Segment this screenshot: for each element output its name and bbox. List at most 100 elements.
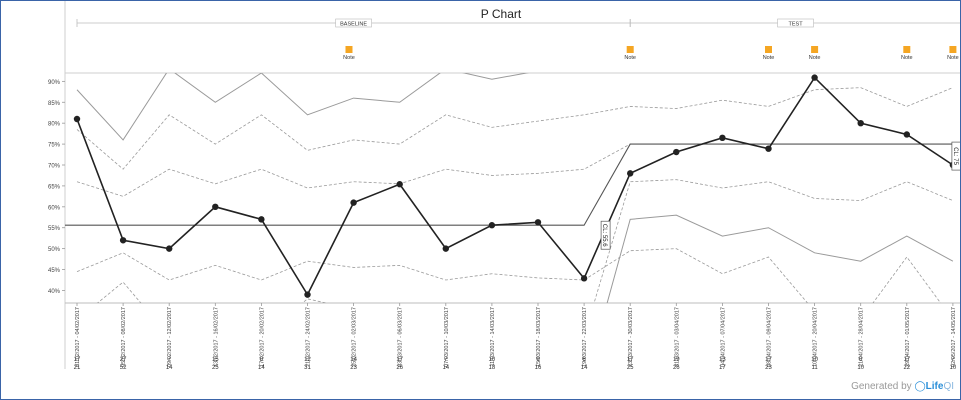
data-point — [166, 245, 173, 252]
numerator-label: 12 — [304, 357, 311, 363]
x-tick-label: 15/03/2017 - 18/03/2017 — [536, 307, 542, 367]
phase-label: TEST — [789, 22, 804, 28]
data-point — [580, 275, 588, 282]
numerator-label: 17 — [396, 357, 403, 363]
x-tick-label: 11/03/2017 - 14/03/2017 — [490, 307, 496, 367]
denominator-label: 17 — [719, 365, 726, 371]
x-tick-label: 19/03/2017 - 22/03/2017 — [582, 307, 588, 367]
x-tick-label: 02/05/2017 - 14/05/2017 — [951, 307, 957, 367]
note-label: Note — [809, 55, 821, 61]
denominator-label: 14 — [581, 365, 588, 371]
numerator-label: 10 — [811, 357, 818, 363]
denominator-label: 18 — [489, 365, 496, 371]
numerator-label: 13 — [719, 357, 726, 363]
data-point — [258, 216, 265, 223]
footer-credit: Generated by ◯LifeQI — [851, 381, 954, 392]
x-tick-label: 17/02/2017 - 20/02/2017 — [259, 307, 265, 367]
y-tick-label: 50% — [48, 247, 61, 253]
y-tick-label: 75% — [48, 143, 61, 149]
denominator-label: 16 — [535, 365, 542, 371]
x-tick-label: 21/04/2017 - 28/04/2017 — [859, 307, 865, 367]
cl-label-text: CL: 75 — [952, 147, 958, 165]
numerator-label: 7 — [951, 357, 955, 363]
numerator-label: 6 — [582, 357, 586, 363]
x-tick-label: 01/02/2017 - 04/02/2017 — [75, 307, 81, 367]
cl-label-box — [600, 220, 611, 250]
numerator-label: 19 — [673, 357, 680, 363]
y-tick-label: 40% — [48, 289, 61, 295]
data-point — [903, 131, 910, 138]
denominator-label: 21 — [74, 365, 81, 371]
phase-label-box — [335, 18, 372, 28]
ucl-line — [76, 73, 530, 141]
data-line — [76, 76, 954, 297]
denominator-label: 10 — [950, 365, 957, 371]
cl-label-text: CL: 55.6 — [601, 224, 607, 247]
footer-brand-suffix: QI — [943, 381, 954, 392]
denominator-label: 52 — [120, 365, 127, 371]
phase-label: BASELINE — [340, 22, 367, 28]
denominator-label: 23 — [765, 365, 772, 371]
data-point — [627, 170, 634, 177]
y-tick-label: 45% — [48, 268, 61, 274]
footer-brand: Life — [925, 381, 944, 392]
data-point — [73, 115, 81, 123]
lower-1sigma-line — [76, 248, 942, 303]
x-tick-label: 05/02/2017 - 08/02/2017 — [121, 307, 127, 367]
numerator-label: 7 — [444, 357, 448, 363]
denominator-label: 25 — [212, 365, 219, 371]
note-icon — [345, 46, 353, 53]
note-icon — [903, 46, 911, 53]
numerator-label: 10 — [489, 357, 496, 363]
numerator-label: 14 — [350, 357, 357, 363]
data-point — [857, 119, 864, 127]
upper-2sigma-line — [76, 87, 954, 170]
x-tick-label: 08/04/2017 - 09/04/2017 — [767, 307, 773, 367]
denominator-label: 14 — [166, 365, 173, 371]
numerator-label: 8 — [859, 357, 863, 363]
phase-label-box — [777, 18, 814, 28]
denominator-label: 31 — [304, 365, 311, 371]
denominator-label: 14 — [258, 365, 265, 371]
chart-title: P Chart — [481, 7, 522, 21]
data-point — [534, 219, 542, 226]
x-tick-label: 07/03/2017 - 10/03/2017 — [444, 307, 450, 367]
x-tick-label: 04/04/2017 - 07/04/2017 — [720, 307, 726, 367]
data-point — [350, 199, 357, 206]
data-point — [488, 222, 496, 229]
y-tick-label: 65% — [48, 184, 61, 190]
data-point — [719, 134, 726, 142]
data-point — [119, 237, 127, 244]
denominator-label: 10 — [857, 365, 864, 371]
numerator-label: 7 — [168, 357, 172, 363]
footer-generated-by: Generated by — [851, 381, 912, 392]
center-line — [65, 143, 960, 226]
x-tick-label: 29/04/2017 - 01/05/2017 — [905, 307, 911, 367]
note-icon — [811, 46, 819, 53]
lcl-line — [606, 214, 954, 303]
x-tick-label: 23/03/2017 - 30/03/2017 — [628, 307, 634, 367]
numerator-label: 17 — [74, 357, 81, 363]
denominator-label: 11 — [811, 365, 818, 371]
note-label: Note — [343, 55, 355, 61]
data-point — [212, 203, 219, 211]
denominator-label: 26 — [396, 365, 403, 371]
denominator-label: 14 — [442, 365, 449, 371]
data-point — [304, 291, 311, 298]
denominator-label: 22 — [903, 365, 910, 371]
note-label: Note — [763, 55, 775, 61]
cl-label-box — [951, 141, 960, 171]
x-tick-label: 10/04/2017 - 20/04/2017 — [813, 307, 819, 367]
y-tick-label: 70% — [48, 164, 61, 170]
x-tick-label: 03/03/2017 - 06/03/2017 — [398, 307, 404, 367]
data-point — [442, 245, 449, 252]
y-tick-label: 60% — [48, 205, 61, 211]
x-tick-label: 21/02/2017 - 24/02/2017 — [306, 307, 312, 367]
data-point — [396, 181, 403, 188]
note-label: Note — [947, 55, 959, 61]
data-point — [765, 145, 772, 152]
data-point — [673, 148, 680, 156]
y-tick-label: 85% — [48, 101, 61, 107]
